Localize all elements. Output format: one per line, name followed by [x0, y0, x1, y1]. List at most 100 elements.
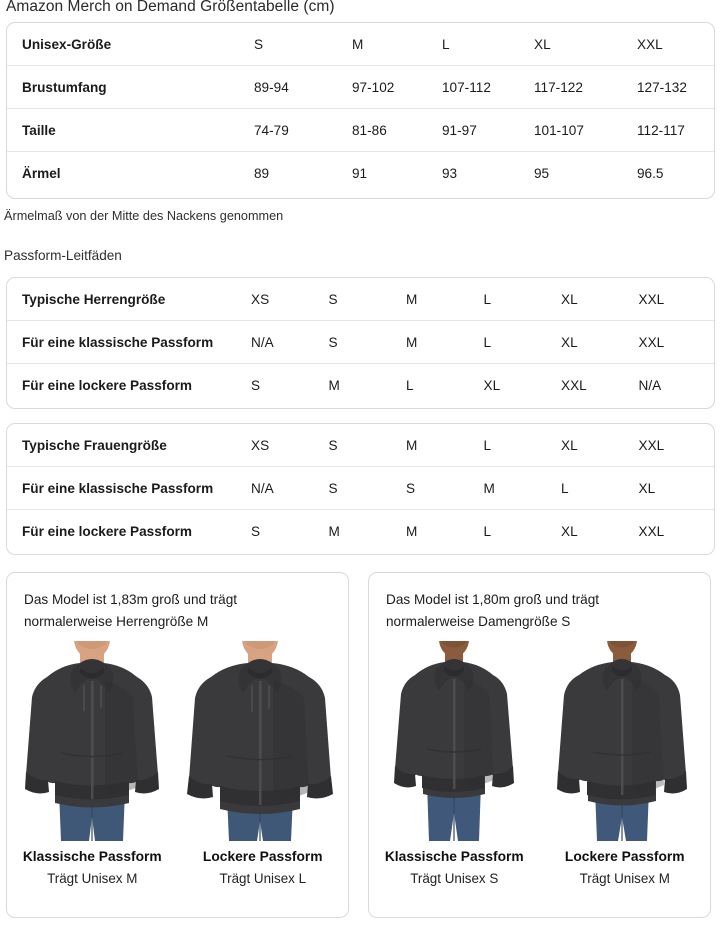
row-label: Typische Frauengröße: [22, 437, 167, 453]
cell-value: 117-122: [534, 65, 637, 109]
cell-value: S: [254, 36, 264, 52]
cell-value: 91-97: [442, 108, 534, 152]
mens-model-fit-labels: Klassische Passform Trägt Unisex M Locke…: [7, 847, 348, 889]
cell-value: 107-112: [442, 65, 534, 109]
cell-value: 93: [442, 151, 534, 194]
row-label: Ärmel: [7, 151, 254, 194]
row-label: Für eine klassische Passform: [7, 466, 251, 510]
womens-model-description: Das Model ist 1,80m groß und trägt norma…: [386, 592, 600, 629]
womens-model-card: Das Model ist 1,80m groß und trägt norma…: [368, 572, 711, 918]
cell-value: S: [251, 363, 329, 406]
unisex-measurements-card: Unisex-Größe S M L XL XXL Brustumfang 89…: [6, 22, 715, 199]
male-model-classic-fit-photo: [17, 641, 167, 841]
cell-value: XXL: [561, 363, 639, 406]
female-model-classic-fit-photo: [379, 641, 529, 841]
cell-value: M: [483, 466, 561, 510]
cell-value: N/A: [251, 320, 329, 364]
cell-value: 97-102: [352, 65, 442, 109]
female-model-relaxed-fit-photo: [547, 641, 697, 841]
cell-value: XXL: [638, 291, 665, 307]
mens-classic-fit-label: Klassische Passform Trägt Unisex M: [7, 847, 178, 889]
table-row: Für eine lockere Passform S M M L XL XXL: [7, 509, 714, 552]
table-row: Für eine lockere Passform S M L XL XXL N…: [7, 363, 714, 406]
row-label: Brustumfang: [7, 65, 254, 109]
cell-value: XL: [483, 363, 561, 406]
row-label: Typische Herrengröße: [22, 291, 166, 307]
cell-value: 91: [352, 151, 442, 194]
fit-name: Klassische Passform: [384, 849, 524, 864]
womens-model-figures: [369, 641, 710, 841]
cell-value: M: [406, 291, 418, 307]
cell-value: 112-117: [637, 108, 714, 152]
womens-classic-fit-label: Klassische Passform Trägt Unisex S: [369, 847, 540, 889]
cell-value: 81-86: [352, 108, 442, 152]
cell-value: M: [328, 363, 406, 406]
row-label: Unisex-Größe: [22, 36, 112, 52]
cell-value: M: [328, 509, 406, 552]
cell-value: XL: [561, 291, 578, 307]
mens-model-figures: [7, 641, 348, 841]
cell-value: M: [406, 437, 418, 453]
cell-value: 127-132: [637, 65, 714, 109]
row-label: Für eine lockere Passform: [7, 363, 251, 406]
row-label: Für eine klassische Passform: [7, 320, 251, 364]
fit-name: Lockere Passform: [564, 849, 685, 864]
cell-value: L: [483, 437, 492, 453]
cell-value: N/A: [638, 363, 714, 406]
cell-value: L: [406, 363, 484, 406]
row-label: Taille: [7, 108, 254, 152]
cell-value: S: [328, 320, 406, 364]
fit-size: Trägt Unisex S: [410, 871, 499, 886]
womens-fit-guide-card: Typische Frauengröße XS S M L XL XXL Für…: [6, 423, 715, 555]
table-row: Ärmel 89 91 93 95 96.5: [7, 151, 714, 194]
cell-value: S: [328, 466, 406, 510]
cell-value: 74-79: [254, 108, 352, 152]
mens-fit-guide-table: Typische Herrengröße XS S M L XL XXL Für…: [7, 278, 714, 406]
fit-name: Lockere Passform: [202, 849, 323, 864]
cell-value: XXL: [638, 509, 714, 552]
cell-value: XL: [561, 509, 639, 552]
cell-value: S: [406, 466, 484, 510]
cell-value: L: [483, 291, 492, 307]
cell-value: XXL: [638, 437, 665, 453]
womens-relaxed-fit-label: Lockere Passform Trägt Unisex M: [540, 847, 711, 889]
cell-value: L: [442, 36, 450, 52]
table-row: Typische Herrengröße XS S M L XL XXL: [7, 278, 714, 321]
mens-model-description: Das Model ist 1,83m groß und trägt norma…: [24, 592, 238, 629]
cell-value: M: [406, 509, 484, 552]
cell-value: M: [352, 36, 364, 52]
table-row: Unisex-Größe S M L XL XXL: [7, 23, 714, 66]
mens-fit-guide-card: Typische Herrengröße XS S M L XL XXL Für…: [6, 277, 715, 409]
mens-relaxed-fit-label: Lockere Passform Trägt Unisex L: [178, 847, 349, 889]
cell-value: 89: [254, 151, 352, 194]
cell-value: 96.5: [637, 151, 714, 194]
womens-fit-guide-table: Typische Frauengröße XS S M L XL XXL Für…: [7, 424, 714, 552]
cell-value: XL: [561, 437, 578, 453]
fit-name: Klassische Passform: [22, 849, 162, 864]
cell-value: M: [406, 320, 484, 364]
mens-model-card: Das Model ist 1,83m groß und trägt norma…: [6, 572, 349, 918]
cell-value: L: [483, 509, 561, 552]
table-row: Für eine klassische Passform N/A S S M L…: [7, 466, 714, 510]
cell-value: L: [561, 466, 639, 510]
cell-value: XXL: [638, 320, 714, 364]
fit-size: Trägt Unisex M: [47, 871, 138, 886]
sleeve-measurement-note: Ärmelmaß von der Mitte des Nackens genom…: [4, 209, 284, 223]
page-title: Amazon Merch on Demand Größentabelle (cm…: [6, 0, 335, 15]
cell-value: 89-94: [254, 65, 352, 109]
cell-value: S: [251, 509, 329, 552]
cell-value: XS: [251, 437, 270, 453]
cell-value: 101-107: [534, 108, 637, 152]
cell-value: S: [328, 437, 338, 453]
cell-value: 95: [534, 151, 637, 194]
cell-value: XXL: [637, 36, 663, 52]
table-row: Taille 74-79 81-86 91-97 101-107 112-117: [7, 108, 714, 152]
unisex-measurements-table: Unisex-Größe S M L XL XXL Brustumfang 89…: [7, 23, 714, 194]
table-row: Brustumfang 89-94 97-102 107-112 117-122…: [7, 65, 714, 109]
cell-value: S: [328, 291, 338, 307]
table-row: Typische Frauengröße XS S M L XL XXL: [7, 424, 714, 467]
cell-value: L: [483, 320, 561, 364]
cell-value: XL: [534, 36, 551, 52]
fit-size: Trägt Unisex L: [219, 871, 307, 886]
